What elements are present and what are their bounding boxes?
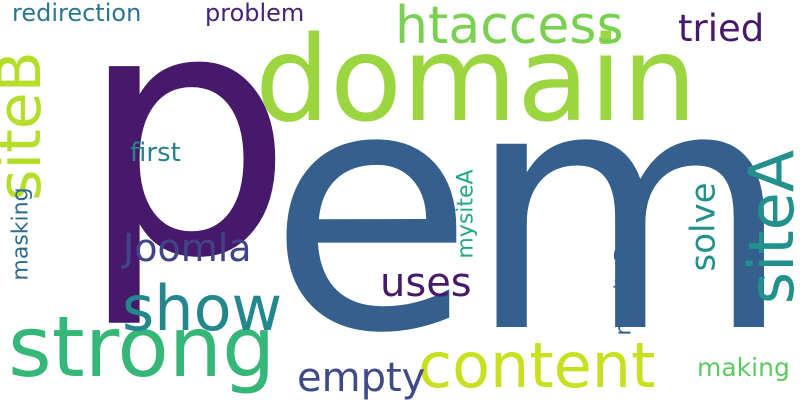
word-content: content [418, 329, 656, 400]
word-domain: domain [255, 10, 697, 148]
word-mysiteA: mysiteA [453, 169, 479, 259]
word-joomla: Joomla [123, 226, 252, 270]
word-p: p [78, 0, 294, 333]
word-empty: empty [297, 355, 426, 400]
word-first: first [130, 138, 181, 168]
word-strong: strong [8, 298, 276, 396]
word-em: em [268, 17, 792, 400]
word-masking: masking [8, 187, 34, 281]
word-siteB: siteB [0, 51, 55, 201]
word-uses: uses [380, 260, 472, 306]
word-making: making [697, 353, 790, 382]
word-siteA: siteA [735, 149, 800, 305]
word-problem: problem [205, 0, 305, 27]
word-redirection: redirection [12, 0, 142, 27]
word-show: show [122, 272, 283, 345]
word-htaccess: htaccess [395, 0, 624, 56]
word-mysiteB: mysiteB [611, 246, 637, 336]
word-tried: tried [678, 7, 765, 50]
word-solve: solve [683, 182, 724, 272]
